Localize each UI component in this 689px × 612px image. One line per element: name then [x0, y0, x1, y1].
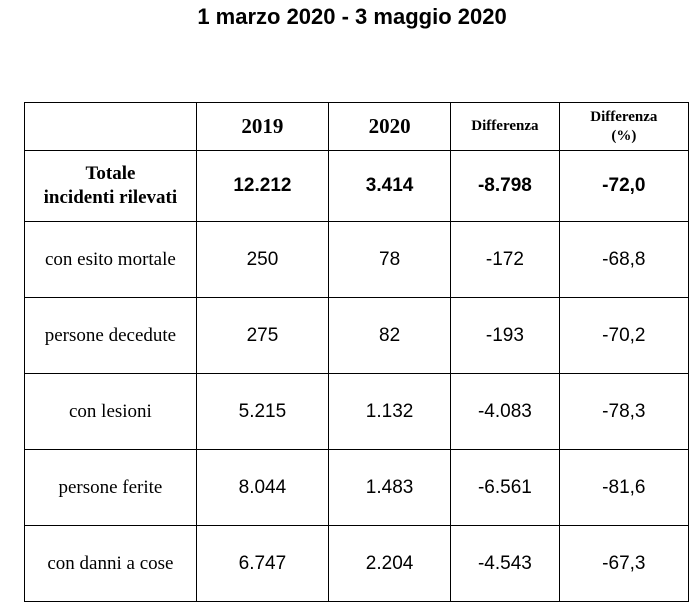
cell-total-2019: 12.212 — [195, 150, 330, 222]
cell-differenza-percent: -68,8 — [558, 221, 689, 298]
cell-differenza: -4.083 — [450, 373, 560, 450]
header-differenza-percent-line2: (%) — [611, 127, 637, 144]
row-label-total-line2: incidenti rilevati — [43, 187, 178, 208]
header-differenza-percent: Differenza (%) — [558, 102, 689, 151]
row-label: con esito mortale — [24, 221, 197, 298]
table-row: con danni a cose 6.747 2.204 -4.543 -67,… — [24, 525, 689, 602]
table-row: persone decedute 275 82 -193 -70,2 — [24, 297, 689, 374]
table-header-row: 2019 2020 Differenza Differenza (%) — [24, 102, 689, 151]
cell-total-2020: 3.414 — [327, 150, 452, 222]
table-row-total: Totale incidenti rilevati 12.212 3.414 -… — [24, 150, 689, 222]
cell-differenza-percent: -78,3 — [558, 373, 689, 450]
cell-differenza: -172 — [450, 221, 560, 298]
cell-2019: 5.215 — [195, 373, 330, 450]
table-row: con esito mortale 250 78 -172 -68,8 — [24, 221, 689, 298]
cell-differenza: -6.561 — [450, 449, 560, 526]
row-label: persone decedute — [24, 297, 197, 374]
cell-differenza: -4.543 — [450, 525, 560, 602]
cell-2020: 2.204 — [327, 525, 452, 602]
header-differenza-percent-line1: Differenza — [590, 108, 658, 125]
row-label: con danni a cose — [24, 525, 197, 602]
header-2019: 2019 — [195, 102, 330, 151]
cell-differenza-percent: -70,2 — [558, 297, 689, 374]
header-empty-cell — [24, 102, 197, 151]
cell-total-differenza-percent: -72,0 — [558, 150, 689, 222]
header-2020: 2020 — [327, 102, 452, 151]
cell-2019: 6.747 — [195, 525, 330, 602]
page-title: 1 marzo 2020 - 3 maggio 2020 — [197, 4, 507, 29]
row-label-total-line1: Totale — [85, 163, 136, 184]
row-label: persone ferite — [24, 449, 197, 526]
table-row: con lesioni 5.215 1.132 -4.083 -78,3 — [24, 373, 689, 450]
statistics-table: 2019 2020 Differenza Differenza (%) Tota… — [24, 102, 689, 602]
cell-total-differenza: -8.798 — [450, 150, 560, 222]
cell-2019: 250 — [195, 221, 330, 298]
row-label-total: Totale incidenti rilevati — [24, 150, 197, 222]
cell-2020: 82 — [327, 297, 452, 374]
header-differenza: Differenza — [450, 102, 560, 151]
cell-differenza-percent: -81,6 — [558, 449, 689, 526]
cell-differenza: -193 — [450, 297, 560, 374]
cell-2020: 1.483 — [327, 449, 452, 526]
table-row: persone ferite 8.044 1.483 -6.561 -81,6 — [24, 449, 689, 526]
cell-2019: 275 — [195, 297, 330, 374]
cell-2020: 1.132 — [327, 373, 452, 450]
row-label: con lesioni — [24, 373, 197, 450]
cell-2019: 8.044 — [195, 449, 330, 526]
cell-differenza-percent: -67,3 — [558, 525, 689, 602]
cell-2020: 78 — [327, 221, 452, 298]
